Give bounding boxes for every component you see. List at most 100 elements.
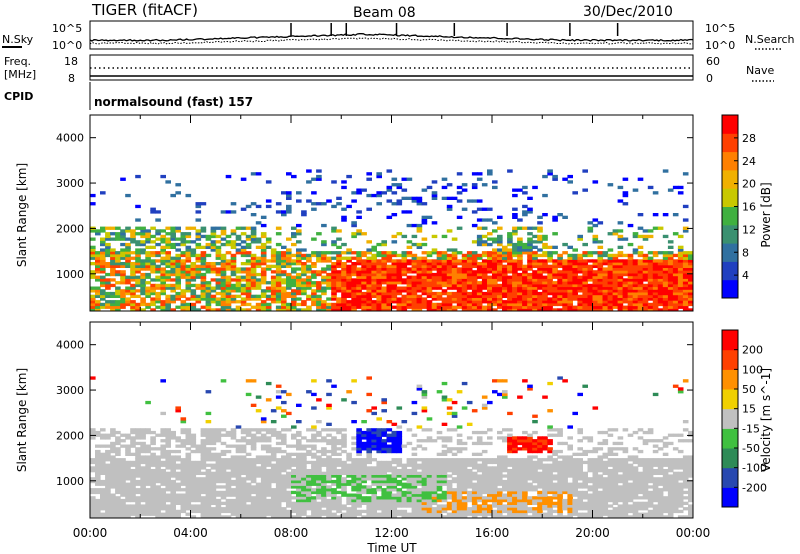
power-cell — [497, 237, 503, 241]
power-cell — [291, 242, 297, 247]
power-cell — [677, 283, 684, 288]
velocity-cell — [396, 441, 403, 446]
power-cell — [693, 259, 699, 262]
power-cell — [476, 272, 483, 277]
velocity-cell — [260, 463, 267, 467]
power-cell — [542, 251, 548, 255]
velocity-cell — [150, 452, 156, 456]
velocity-cell — [281, 449, 287, 454]
power-cell — [270, 248, 277, 252]
velocity-cell — [361, 441, 367, 446]
velocity-cell — [110, 455, 116, 459]
power-cell — [386, 278, 393, 282]
velocity-cell — [446, 458, 453, 462]
velocity-cell — [205, 455, 212, 459]
velocity-cell — [225, 493, 232, 497]
velocity-cell — [411, 501, 418, 505]
velocity-cell — [215, 471, 222, 475]
power-cell — [180, 253, 187, 258]
velocity-cell — [115, 474, 121, 478]
velocity-cell — [120, 471, 126, 475]
velocity-cell — [265, 439, 272, 443]
power-cell — [426, 291, 433, 296]
power-cell — [100, 191, 106, 195]
power-cell — [346, 264, 352, 268]
power-cell — [421, 262, 428, 266]
power-cell — [306, 256, 312, 260]
velocity-cell — [311, 433, 317, 437]
velocity-cell — [140, 441, 146, 446]
velocity-cell — [391, 449, 398, 454]
velocity-cell — [240, 493, 247, 497]
power-cell — [155, 264, 161, 268]
power-cell — [230, 242, 237, 247]
power-cell — [652, 289, 659, 293]
velocity-cell — [311, 406, 317, 410]
power-cell — [421, 202, 428, 206]
power-cell — [602, 262, 609, 266]
power-cell — [336, 272, 342, 277]
velocity-cell — [461, 488, 468, 492]
velocity-cell — [351, 504, 357, 508]
power-cell — [627, 223, 634, 228]
velocity-cell — [170, 485, 176, 489]
power-cell — [622, 286, 629, 290]
power-cell — [235, 234, 242, 239]
power-cell — [537, 262, 543, 266]
velocity-cell — [436, 474, 443, 478]
power-cell — [175, 226, 181, 230]
power-cell — [572, 283, 578, 288]
power-cell — [381, 302, 387, 307]
velocity-cell — [316, 485, 322, 489]
velocity-cell — [205, 420, 212, 424]
power-cell — [200, 245, 207, 249]
power-cell — [361, 270, 367, 274]
velocity-cell — [396, 436, 403, 440]
power-cell — [436, 297, 443, 301]
power-cell — [190, 262, 197, 266]
power-cell — [632, 302, 639, 307]
power-cell — [552, 286, 558, 290]
power-cell — [667, 308, 674, 311]
power-cell — [396, 297, 403, 301]
velocity-cell — [381, 504, 387, 508]
power-cell — [537, 240, 543, 244]
power-cell — [497, 297, 503, 301]
velocity-cell — [426, 417, 433, 421]
power-cell — [497, 286, 503, 290]
power-cell — [693, 295, 699, 298]
velocity-cell — [175, 474, 181, 478]
velocity-cell — [95, 430, 101, 435]
velocity-cell — [95, 477, 101, 481]
power-cell — [542, 242, 548, 247]
power-cell — [250, 234, 257, 239]
velocity-cell — [386, 498, 393, 503]
power-cell — [175, 270, 181, 274]
power-cell — [175, 275, 181, 279]
power-cell — [517, 253, 523, 258]
velocity-cell — [296, 496, 302, 500]
velocity-cell — [321, 485, 327, 489]
power-cell — [185, 248, 192, 252]
velocity-cell — [331, 490, 337, 495]
velocity-cell — [341, 469, 347, 473]
power-cell — [381, 264, 387, 268]
power-cell — [451, 270, 458, 274]
velocity-cell — [376, 449, 382, 454]
power-cell — [431, 191, 438, 195]
velocity-cell — [95, 512, 101, 516]
velocity-cell — [401, 485, 408, 489]
power-cell — [512, 302, 518, 307]
power-cell — [140, 262, 146, 266]
velocity-cell — [220, 509, 227, 514]
power-cell — [466, 259, 473, 263]
velocity-cell — [270, 488, 277, 492]
power-cell — [255, 262, 262, 266]
power-cell — [291, 174, 297, 179]
velocity-cell — [371, 504, 377, 508]
velocity-cell — [160, 379, 166, 383]
velocity-cell — [225, 477, 232, 481]
power-cell — [120, 229, 126, 233]
velocity-cell — [160, 479, 166, 484]
velocity-cell — [471, 463, 478, 467]
